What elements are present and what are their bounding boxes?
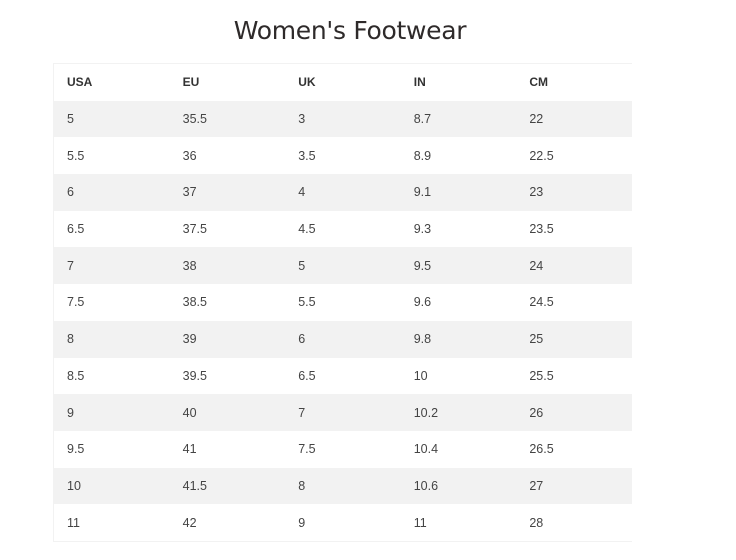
cell-eu: 41.5	[182, 478, 207, 493]
cell-usa: 9	[67, 405, 74, 420]
cell-cm: 28	[529, 515, 544, 530]
cell-uk: 7.5	[298, 442, 316, 457]
column-header-uk: UK	[298, 75, 316, 90]
cell-cm: 23.5	[529, 222, 554, 237]
column-header-eu: EU	[182, 75, 200, 90]
cell-eu: 40	[182, 405, 197, 420]
cell-eu: 38.5	[182, 295, 207, 310]
cell-in: 10.2	[413, 405, 439, 420]
cell-cm: 22	[529, 112, 544, 127]
cell-uk: 3	[298, 112, 306, 127]
cell-in: 8.9	[413, 148, 432, 163]
table-row: 5.5 36 3.5 8.9 22.5	[54, 137, 633, 174]
cell-cm: 26	[529, 405, 544, 420]
cell-uk: 6	[298, 332, 306, 347]
cell-eu: 42	[182, 515, 197, 530]
cell-in: 9.8	[413, 332, 432, 347]
cell-eu: 39	[182, 332, 197, 347]
cell-usa: 5	[67, 112, 74, 127]
cell-cm: 27	[529, 478, 544, 493]
cell-uk: 5	[298, 258, 306, 273]
table-header-row: USA EU UK IN CM	[54, 64, 633, 101]
cell-in: 8.7	[413, 112, 432, 127]
cell-in: 10.6	[413, 478, 439, 493]
table-row: 9.5 41 7.5 10.4 26.5	[54, 431, 633, 468]
cell-cm: 23	[529, 185, 544, 200]
cell-uk: 3.5	[298, 148, 316, 163]
cell-uk: 4.5	[298, 222, 316, 237]
table-row: 6.5 37.5 4.5 9.3 23.5	[54, 211, 633, 248]
table-row: 7 38 5 9.5 24	[53, 247, 632, 285]
cell-usa: 6	[67, 185, 74, 200]
table-row: 5 35.5 3 8.7 22	[53, 100, 632, 138]
table-row: 7.5 38.5 5.5 9.6 24.5	[54, 284, 633, 321]
cell-usa: 6.5	[67, 222, 85, 237]
cell-usa: 11	[67, 515, 80, 530]
cell-in: 9.6	[413, 295, 432, 310]
table-row: 11 42 9 11 28	[54, 504, 633, 541]
cell-usa: 8.5	[67, 368, 85, 383]
cell-usa: 7.5	[67, 295, 85, 310]
cell-eu: 37.5	[182, 222, 207, 237]
table-row: 9 40 7 10.2 26	[53, 394, 632, 431]
cell-eu: 41	[182, 442, 197, 457]
cell-cm: 25	[529, 332, 544, 347]
cell-usa: 8	[67, 332, 74, 347]
cell-in: 10	[413, 368, 428, 383]
table-row: 10 41.5 8 10.6 27	[53, 467, 632, 505]
cell-uk: 8	[298, 478, 306, 493]
page-title: Women's Footwear	[233, 16, 467, 45]
cell-eu: 36	[182, 148, 197, 163]
table-row: 6 37 4 9.1 23	[53, 174, 632, 211]
column-header-in: IN	[413, 75, 426, 90]
cell-in: 9.1	[413, 185, 432, 200]
cell-uk: 5.5	[298, 295, 316, 310]
cell-usa: 9.5	[67, 442, 85, 457]
table-row: 8 39 6 9.8 25	[53, 320, 632, 358]
cell-uk: 7	[298, 405, 306, 420]
cell-in: 11	[413, 515, 427, 530]
cell-in: 9.3	[413, 222, 432, 237]
column-header-cm: CM	[529, 75, 549, 90]
cell-in: 9.5	[413, 258, 432, 273]
cell-uk: 4	[298, 185, 306, 200]
column-header-usa: USA	[67, 75, 93, 90]
cell-in: 10.4	[413, 442, 439, 457]
cell-uk: 9	[298, 515, 306, 530]
cell-eu: 37	[182, 185, 197, 200]
cell-cm: 25.5	[529, 368, 554, 383]
cell-uk: 6.5	[298, 368, 316, 383]
cell-eu: 35.5	[182, 112, 207, 127]
cell-usa: 5.5	[67, 148, 85, 163]
cell-eu: 39.5	[182, 368, 207, 383]
cell-eu: 38	[182, 258, 197, 273]
size-chart-table: USA EU UK IN CM 5 35.5 3 8.7 22 5.5 36 3.5 8.9 22.5 6 3…	[53, 63, 632, 542]
cell-usa: 10	[67, 478, 81, 493]
cell-cm: 22.5	[529, 148, 554, 163]
table-row: 8.5 39.5 6.5 10 25.5	[54, 358, 633, 395]
cell-cm: 26.5	[529, 442, 554, 457]
cell-cm: 24	[529, 258, 544, 273]
cell-usa: 7	[67, 258, 74, 273]
cell-cm: 24.5	[529, 295, 554, 310]
